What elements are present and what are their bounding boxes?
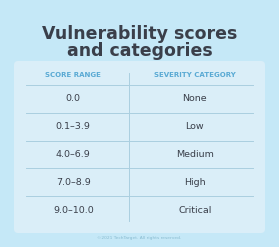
Text: Medium: Medium <box>176 150 214 159</box>
Text: 0.1–3.9: 0.1–3.9 <box>56 122 91 131</box>
Text: Vulnerability scores: Vulnerability scores <box>42 25 237 43</box>
Text: High: High <box>184 178 206 187</box>
Text: ©2021 TechTarget. All rights reserved.: ©2021 TechTarget. All rights reserved. <box>97 236 182 240</box>
Text: 7.0–8.9: 7.0–8.9 <box>56 178 91 187</box>
Text: Critical: Critical <box>178 206 211 215</box>
Text: 9.0–10.0: 9.0–10.0 <box>53 206 94 215</box>
Text: SEVERITY CATEGORY: SEVERITY CATEGORY <box>154 72 236 78</box>
Text: and categories: and categories <box>67 42 212 60</box>
Text: SCORE RANGE: SCORE RANGE <box>45 72 101 78</box>
Text: None: None <box>182 94 207 103</box>
Text: Low: Low <box>186 122 204 131</box>
Text: 0.0: 0.0 <box>66 94 81 103</box>
Text: 4.0–6.9: 4.0–6.9 <box>56 150 91 159</box>
FancyBboxPatch shape <box>14 61 265 233</box>
